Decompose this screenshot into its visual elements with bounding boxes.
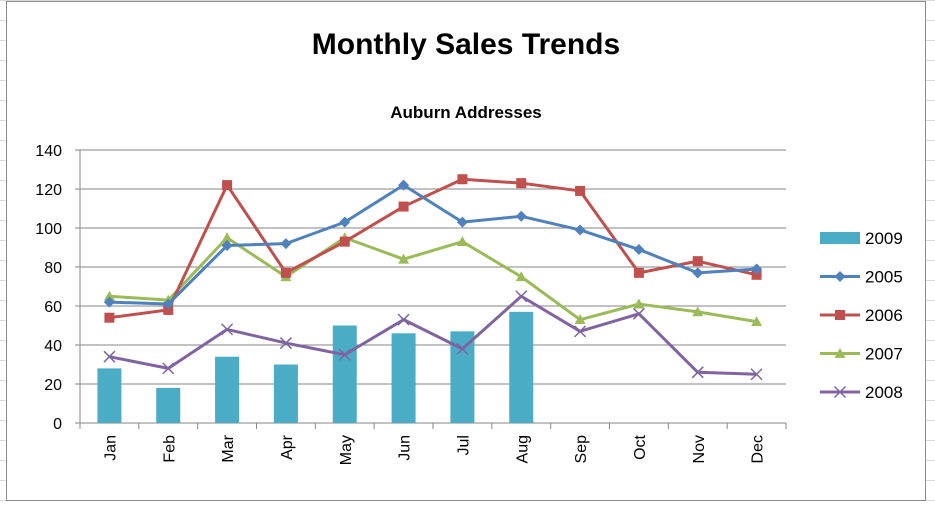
- series-line: [109, 183, 757, 306]
- data-point: [398, 201, 409, 212]
- series-line: [109, 177, 757, 320]
- x-tick-label: May: [338, 435, 355, 465]
- data-point: [398, 179, 410, 191]
- data-point: [103, 296, 115, 308]
- x-tick-label: Oct: [632, 434, 649, 459]
- legend-label: 2005: [865, 268, 903, 287]
- legend-label: 2009: [865, 229, 903, 248]
- x-tick-label: Sep: [573, 435, 590, 464]
- bar: [156, 387, 181, 423]
- data-point: [162, 298, 174, 310]
- x-tick-label: Jun: [397, 435, 414, 461]
- data-point: [692, 256, 703, 267]
- data-point: [632, 307, 645, 320]
- y-tick-label: 60: [44, 299, 62, 316]
- bar: [97, 368, 122, 423]
- data-point: [456, 236, 468, 247]
- data-point: [692, 306, 704, 317]
- data-point: [103, 290, 115, 301]
- data-point: [751, 316, 763, 326]
- chart-title: Monthly Sales Trends: [311, 28, 621, 61]
- data-point: [574, 325, 587, 338]
- data-point: [692, 267, 704, 279]
- bar: [509, 311, 534, 423]
- bar: [450, 331, 475, 423]
- data-point: [397, 313, 410, 326]
- series-line: [109, 294, 757, 376]
- data-point: [516, 178, 527, 189]
- x-tick-label: Jan: [102, 435, 119, 461]
- data-point: [575, 185, 586, 196]
- data-point: [751, 263, 763, 275]
- data-point: [751, 269, 762, 280]
- legend-swatch: [820, 232, 860, 244]
- data-point: [633, 243, 645, 255]
- data-point: [750, 368, 763, 381]
- data-point: [398, 253, 410, 264]
- bar: [391, 333, 416, 423]
- data-point: [633, 298, 645, 309]
- bar: [332, 325, 357, 423]
- data-point: [221, 240, 233, 252]
- data-point: [221, 232, 233, 243]
- data-point: [456, 342, 469, 355]
- data-point: [515, 290, 528, 303]
- data-point: [338, 348, 351, 361]
- data-point: [339, 216, 351, 228]
- y-tick-label: 140: [35, 143, 62, 160]
- y-tick-label: 80: [44, 260, 62, 277]
- y-tick-label: 0: [53, 416, 62, 433]
- x-tick-label: Apr: [279, 434, 296, 460]
- data-point: [103, 350, 116, 363]
- series-line: [109, 236, 757, 324]
- legend-marker: [834, 348, 846, 358]
- y-tick-label: 120: [35, 182, 62, 199]
- data-point: [515, 210, 527, 222]
- chart-subtitle: Auburn Addresses: [390, 103, 542, 122]
- x-tick-label: Feb: [161, 435, 178, 463]
- data-point: [456, 216, 468, 228]
- legend-label: 2008: [865, 383, 903, 402]
- data-point: [691, 366, 704, 379]
- legend-marker: [833, 385, 847, 399]
- data-point: [574, 314, 586, 325]
- data-point: [222, 180, 233, 191]
- y-tick-label: 20: [44, 377, 62, 394]
- x-tick-label: Mar: [220, 434, 237, 462]
- data-point: [221, 323, 234, 336]
- y-tick-label: 40: [44, 338, 62, 355]
- data-point: [339, 236, 350, 247]
- data-point: [574, 224, 586, 236]
- legend-label: 2006: [865, 306, 903, 325]
- data-point: [279, 337, 292, 350]
- data-point: [163, 304, 174, 315]
- data-point: [280, 238, 292, 250]
- x-tick-label: Jul: [455, 435, 472, 455]
- y-tick-label: 100: [35, 221, 62, 238]
- data-point: [633, 267, 644, 278]
- x-tick-label: Aug: [514, 435, 531, 463]
- data-point: [162, 362, 175, 375]
- data-point: [457, 174, 468, 185]
- legend-marker: [834, 271, 846, 282]
- legend-marker: [835, 310, 845, 320]
- data-point: [515, 271, 527, 282]
- data-point: [104, 312, 115, 323]
- x-tick-label: Nov: [691, 435, 708, 463]
- x-tick-label: Dec: [750, 435, 767, 463]
- bar: [273, 364, 298, 423]
- bar: [215, 356, 240, 423]
- data-point: [280, 267, 291, 278]
- legend-label: 2007: [865, 345, 903, 364]
